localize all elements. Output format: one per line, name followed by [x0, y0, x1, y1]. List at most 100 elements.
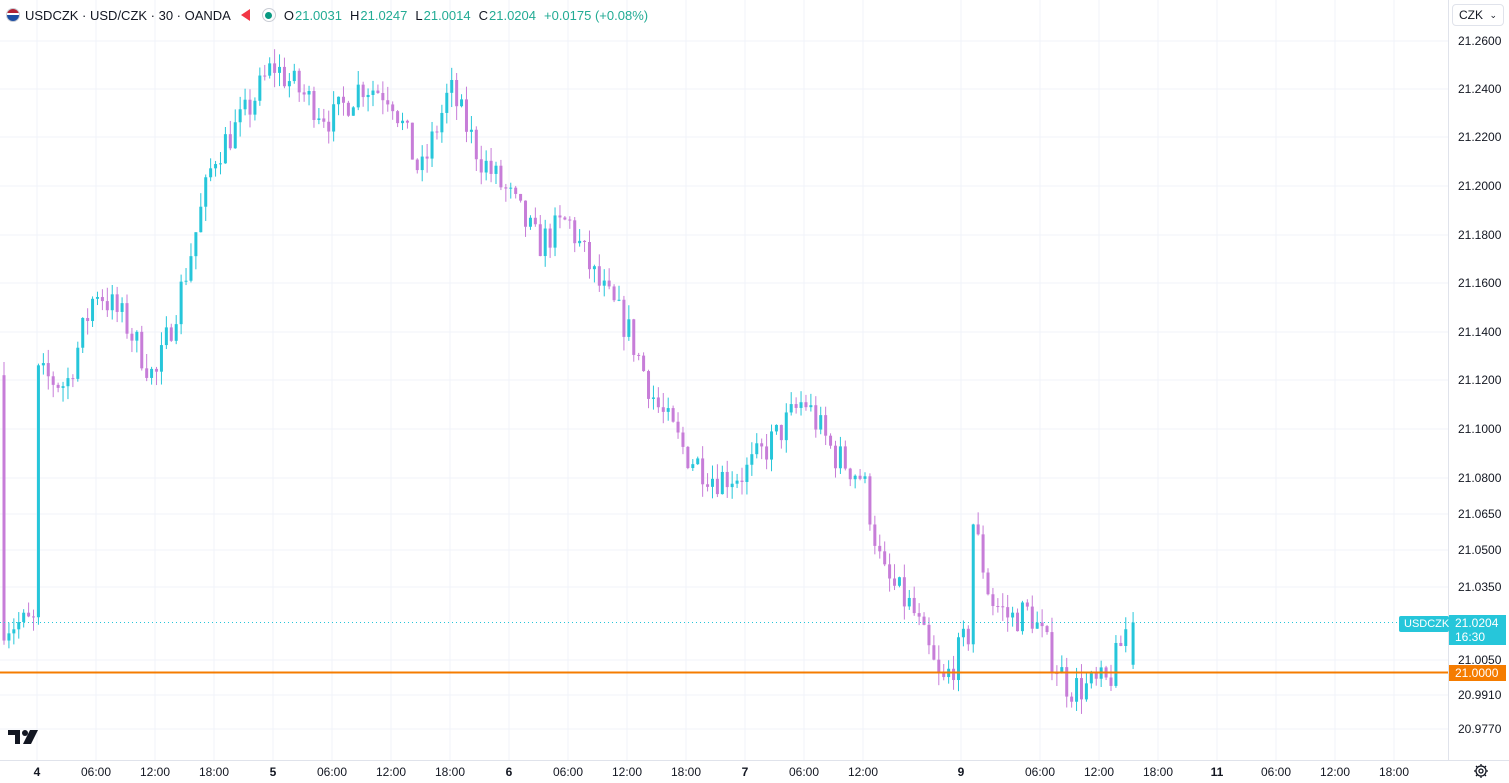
candle-body[interactable] — [622, 299, 626, 337]
candle-body[interactable] — [735, 480, 739, 484]
candle-body[interactable] — [1075, 678, 1079, 702]
candle-body[interactable] — [125, 303, 129, 334]
candle-body[interactable] — [760, 443, 764, 447]
candle-body[interactable] — [396, 111, 400, 124]
candle-body[interactable] — [1011, 612, 1015, 618]
candle-body[interactable] — [140, 331, 144, 369]
candle-body[interactable] — [214, 164, 218, 169]
candle-body[interactable] — [135, 331, 139, 341]
candle-body[interactable] — [1045, 626, 1049, 633]
currency-select[interactable]: CZK ⌄ — [1452, 4, 1504, 26]
candle-body[interactable] — [829, 435, 833, 446]
candle-body[interactable] — [479, 159, 483, 173]
candle-body[interactable] — [22, 612, 26, 623]
candle-body[interactable] — [666, 408, 670, 412]
candle-body[interactable] — [391, 104, 395, 112]
candle-body[interactable] — [159, 345, 163, 372]
candle-body[interactable] — [730, 483, 734, 488]
candle-body[interactable] — [1006, 607, 1010, 618]
candle-body[interactable] — [445, 92, 449, 113]
candle-body[interactable] — [450, 79, 454, 93]
candle-body[interactable] — [543, 228, 547, 257]
candle-body[interactable] — [297, 70, 301, 93]
candle-body[interactable] — [927, 624, 931, 646]
candle-body[interactable] — [91, 298, 95, 322]
candle-body[interactable] — [578, 240, 582, 244]
candle-body[interactable] — [223, 134, 227, 164]
candle-body[interactable] — [189, 256, 193, 281]
time-axis[interactable]: 4 06:00 12:00 18:00 5 06:00 12:00 18:00 6 06:00 12… — [34, 765, 1410, 779]
candle-body[interactable] — [637, 354, 641, 356]
candle-body[interactable] — [376, 90, 380, 94]
candle-body[interactable] — [642, 355, 646, 372]
candle-body[interactable] — [86, 317, 90, 322]
candle-body[interactable] — [371, 90, 375, 95]
last-price-tag[interactable]: 21.0204 16:30 — [1449, 615, 1506, 645]
candle-body[interactable] — [661, 407, 665, 412]
candle-body[interactable] — [981, 534, 985, 573]
candle-body[interactable] — [961, 628, 965, 638]
candle-body[interactable] — [509, 187, 513, 189]
candle-body[interactable] — [607, 280, 611, 287]
candle-body[interactable] — [1040, 622, 1044, 627]
candle-body[interactable] — [681, 432, 685, 447]
candle-body[interactable] — [238, 109, 242, 123]
candle-body[interactable] — [204, 177, 208, 207]
candle-body[interactable] — [612, 286, 616, 301]
candle-body[interactable] — [937, 659, 941, 673]
candle-body[interactable] — [381, 93, 385, 101]
candle-body[interactable] — [1070, 696, 1074, 702]
candle-body[interactable] — [558, 215, 562, 218]
candle-body[interactable] — [327, 121, 331, 132]
candle-body[interactable] — [592, 266, 596, 270]
candle-body[interactable] — [356, 84, 360, 108]
candle-body[interactable] — [686, 446, 690, 469]
candle-body[interactable] — [2, 375, 6, 641]
candle-body[interactable] — [332, 104, 336, 132]
candle-body[interactable] — [1001, 606, 1005, 608]
candle-body[interactable] — [164, 327, 168, 346]
candle-body[interactable] — [1016, 612, 1020, 632]
candle-body[interactable] — [725, 471, 729, 488]
candle-body[interactable] — [199, 206, 203, 233]
market-status-icon[interactable] — [261, 8, 276, 22]
candle-body[interactable] — [1025, 602, 1029, 607]
candle-body[interactable] — [194, 232, 198, 257]
candle-body[interactable] — [1124, 629, 1128, 646]
candle-body[interactable] — [888, 564, 892, 579]
candle-body[interactable] — [282, 66, 286, 87]
candle-body[interactable] — [538, 224, 542, 257]
candle-body[interactable] — [942, 672, 946, 678]
candle-body[interactable] — [868, 476, 872, 525]
candle-body[interactable] — [824, 415, 828, 436]
candle-body[interactable] — [401, 120, 405, 124]
candle-body[interactable] — [425, 156, 429, 159]
candle-body[interactable] — [779, 424, 783, 441]
candle-body[interactable] — [489, 160, 493, 174]
candle-body[interactable] — [410, 122, 414, 160]
candle-body[interactable] — [809, 405, 813, 408]
candle-body[interactable] — [499, 165, 503, 188]
candle-body[interactable] — [346, 102, 350, 116]
horizontal-line-price-tag[interactable]: 21.0000 — [1449, 665, 1506, 681]
candle-body[interactable] — [750, 454, 754, 465]
candle-body[interactable] — [1109, 677, 1113, 686]
candle-series[interactable] — [2, 49, 1135, 714]
candle-body[interactable] — [883, 551, 887, 565]
candle-body[interactable] — [986, 572, 990, 595]
candle-body[interactable] — [651, 397, 655, 399]
candle-body[interactable] — [307, 91, 311, 95]
candle-body[interactable] — [671, 408, 675, 422]
candle-body[interactable] — [838, 446, 842, 469]
chart-legend[interactable]: USDCZK · USD/CZK · 30 · OANDA O 21.0031 … — [6, 5, 656, 25]
candle-body[interactable] — [455, 79, 459, 107]
candle-body[interactable] — [710, 478, 714, 487]
candle-body[interactable] — [56, 384, 60, 388]
candle-body[interactable] — [440, 112, 444, 133]
tradingview-logo-icon[interactable] — [8, 728, 40, 746]
candle-body[interactable] — [464, 99, 468, 132]
candle-body[interactable] — [150, 368, 154, 378]
candle-body[interactable] — [95, 297, 99, 299]
candle-body[interactable] — [833, 445, 837, 469]
candle-body[interactable] — [155, 368, 159, 372]
